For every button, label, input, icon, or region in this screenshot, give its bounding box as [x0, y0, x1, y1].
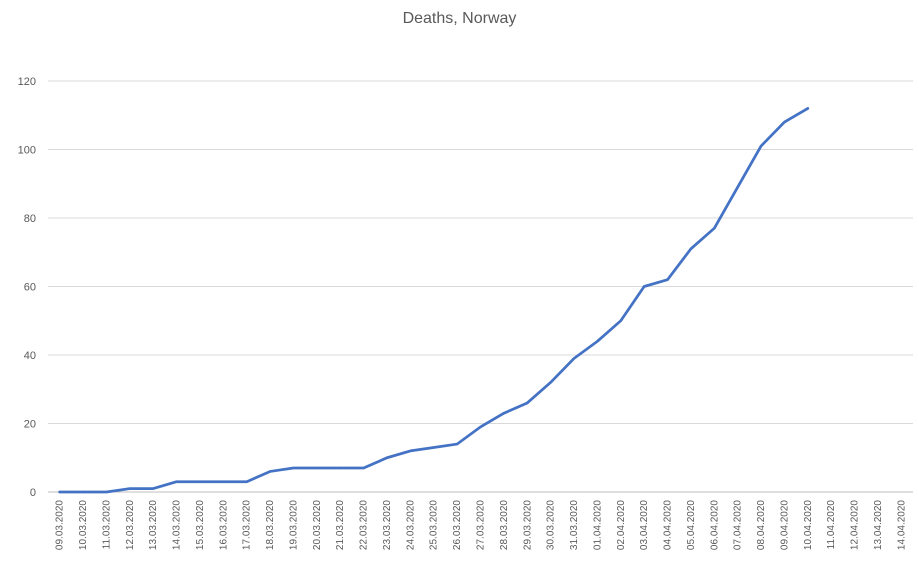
x-tick-label: 29.03.2020 — [522, 500, 533, 550]
y-tick-label: 60 — [24, 282, 36, 294]
gridlines — [48, 80, 913, 493]
data-point — [268, 470, 272, 473]
data-point — [455, 442, 459, 446]
x-tick-label: 30.03.2020 — [546, 500, 557, 550]
data-point — [479, 425, 482, 429]
data-point — [666, 278, 669, 281]
x-tick-label: 20.03.2020 — [312, 500, 323, 550]
x-tick-label: 31.03.2020 — [569, 500, 580, 550]
x-tick-label: 10.04.2020 — [803, 500, 814, 550]
data-point — [339, 466, 342, 470]
x-tick-label: 21.03.2020 — [335, 500, 346, 550]
x-tick-label: 28.03.2020 — [499, 500, 510, 550]
x-tick-label: 13.03.2020 — [148, 500, 159, 550]
data-point — [315, 466, 319, 470]
x-tick-label: 11.04.2020 — [826, 500, 837, 550]
x-tick-label: 07.04.2020 — [733, 500, 744, 550]
x-tick-label: 14.04.2020 — [896, 500, 907, 550]
y-axis-ticks: 0 20 40 60 80 100 120 — [18, 76, 36, 499]
x-tick-label: 09.04.2020 — [779, 500, 790, 550]
data-point — [759, 144, 763, 148]
data-point — [502, 412, 506, 415]
x-tick-label: 02.04.2020 — [616, 500, 627, 550]
chart-title: Deaths, Norway — [402, 10, 517, 27]
series-layer — [58, 107, 810, 494]
data-point — [198, 480, 202, 483]
data-point — [572, 357, 576, 360]
x-tick-label: 25.03.2020 — [429, 500, 440, 550]
x-tick-label: 12.04.2020 — [850, 500, 861, 550]
y-tick-label: 100 — [18, 145, 36, 157]
x-tick-label: 05.04.2020 — [686, 500, 697, 550]
y-tick-label: 20 — [24, 419, 36, 431]
x-tick-label: 13.04.2020 — [873, 500, 884, 550]
data-point — [806, 107, 809, 110]
y-tick-label: 80 — [24, 213, 36, 225]
x-tick-label: 19.03.2020 — [288, 500, 299, 550]
data-point — [642, 285, 646, 288]
x-tick-label: 26.03.2020 — [452, 500, 463, 550]
x-tick-label: 15.03.2020 — [195, 500, 206, 550]
y-tick-label: 120 — [18, 76, 36, 88]
data-point — [152, 487, 155, 490]
x-tick-label: 22.03.2020 — [359, 500, 370, 550]
y-tick-label: 0 — [30, 487, 36, 499]
data-point — [81, 490, 85, 494]
x-tick-label: 27.03.2020 — [476, 500, 487, 550]
data-point — [245, 480, 248, 483]
data-point — [432, 446, 435, 449]
data-point — [105, 490, 108, 494]
x-tick-label: 24.03.2020 — [405, 500, 416, 550]
data-point — [526, 401, 529, 405]
data-point — [736, 185, 739, 189]
x-tick-label: 01.04.2020 — [592, 500, 603, 550]
data-point — [713, 227, 716, 230]
x-tick-label: 10.03.2020 — [78, 500, 89, 550]
data-point — [58, 490, 61, 494]
x-tick-label: 11.03.2020 — [101, 500, 112, 550]
x-tick-label: 04.04.2020 — [663, 500, 674, 550]
data-point — [362, 466, 365, 470]
data-point — [619, 319, 622, 322]
x-tick-label: 14.03.2020 — [172, 500, 183, 550]
data-point — [128, 487, 132, 490]
data-point — [292, 466, 295, 470]
x-tick-label: 23.03.2020 — [382, 500, 393, 550]
x-tick-label: 17.03.2020 — [242, 500, 253, 550]
data-point — [222, 480, 225, 483]
data-point — [783, 120, 786, 124]
series-line — [58, 107, 810, 494]
data-point — [409, 449, 412, 453]
x-tick-label: 08.04.2020 — [756, 500, 767, 550]
x-axis-ticks: 09.03.2020 10.03.2020 11.03.2020 12.03.2020… — [55, 500, 908, 550]
data-point — [175, 480, 178, 483]
data-point — [596, 340, 599, 343]
data-point — [385, 456, 389, 459]
x-tick-label: 09.03.2020 — [55, 500, 66, 550]
x-tick-label: 18.03.2020 — [265, 500, 276, 550]
y-tick-label: 40 — [24, 350, 36, 362]
x-tick-label: 03.04.2020 — [639, 500, 650, 550]
data-point — [549, 381, 552, 384]
x-tick-label: 06.04.2020 — [709, 500, 720, 550]
x-tick-label: 16.03.2020 — [218, 500, 229, 550]
x-tick-label: 12.03.2020 — [125, 500, 136, 550]
data-point — [689, 247, 693, 251]
